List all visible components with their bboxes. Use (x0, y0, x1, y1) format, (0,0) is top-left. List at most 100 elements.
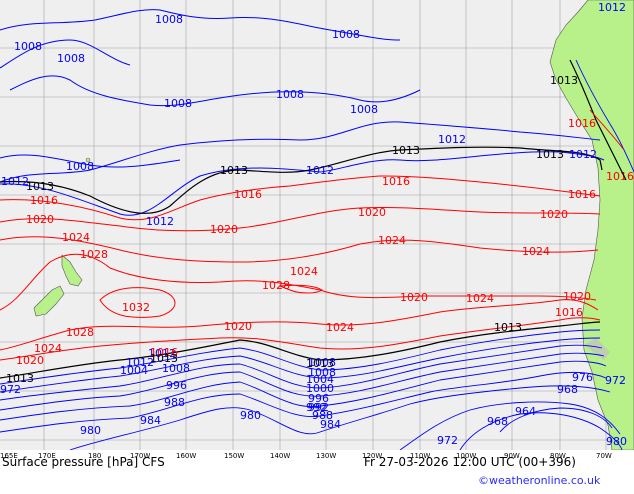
isobar-label: 1020 (16, 354, 44, 367)
x-tick-label: 170W (130, 452, 150, 460)
x-axis-ticks: 165E 170E 180 170W 160W 150W 140W 130W 1… (0, 452, 612, 460)
isobar-label: 1024 (522, 245, 550, 258)
isobar-label: 992 (308, 401, 329, 414)
isobar-label: 996 (166, 379, 187, 392)
blue-labels: 1012 1008 1008 1008 1008 1008 1008 1008 … (0, 1, 627, 448)
south-america-land (549, 0, 634, 451)
isobar-label: 1008 (164, 97, 192, 110)
map-title: Surface pressure [hPa] CFS (2, 455, 165, 469)
isobar-label: 984 (140, 414, 161, 427)
lat-lon-grid (0, 0, 634, 450)
isobar-label: 1004 (120, 364, 148, 377)
isobar-label: 972 (0, 383, 21, 396)
isobar-label: 1016 (568, 117, 596, 130)
isobar-label: 1020 (400, 291, 428, 304)
isobar-label: 1008 (66, 160, 94, 173)
isobar-label: 1012 (569, 148, 597, 161)
isobar-label: 1020 (540, 208, 568, 221)
isobar-label: 1013 (6, 372, 34, 385)
isobar-label: 1020 (563, 290, 591, 303)
x-tick-label: 70W (596, 452, 612, 460)
isobar-label: 1024 (466, 292, 494, 305)
isobar-label: 1013 (220, 164, 248, 177)
ocean-area (0, 0, 634, 450)
isobar-label: 1012 (146, 215, 174, 228)
isobar-label: 988 (164, 396, 185, 409)
isobar-label: 1024 (378, 234, 406, 247)
isobar-label: 1013 (26, 180, 54, 193)
isobar-label: 1000 (306, 382, 334, 395)
isobar-label: 1016 (555, 306, 583, 319)
isobar-label: 1013 (494, 321, 522, 334)
high-isobar-coast (589, 109, 625, 151)
credit-link[interactable]: ©weatheronline.co.uk (478, 474, 601, 487)
x-tick-label: 110W (410, 452, 430, 460)
isobar-label: 1008 (332, 28, 360, 41)
isobar-label: 1008 (308, 366, 336, 379)
isobar-label: 1008 (14, 40, 42, 53)
fjord-shading (584, 338, 610, 360)
x-tick-label: 140W (270, 452, 290, 460)
x-tick-label: 100W (456, 452, 476, 460)
isobar-label: 972 (437, 434, 458, 447)
isobar-label: 1013 (536, 148, 564, 161)
isobar-label: 1024 (34, 342, 62, 355)
isobar-label: 980 (606, 435, 627, 448)
isobar-label: 988 (312, 409, 333, 422)
isobar-label: 980 (80, 424, 101, 437)
isobar-label: 1012 (598, 1, 626, 14)
std-isobar-north (0, 146, 603, 214)
low-isobar-coast (575, 59, 634, 173)
isobar-label: 976 (572, 371, 593, 384)
new-zealand-north-island (61, 254, 83, 287)
isobar-label: 996 (308, 392, 329, 405)
x-tick-label: 180 (88, 452, 101, 460)
high-isobars (0, 175, 601, 361)
isobar-label: 1013 (392, 144, 420, 157)
isobar-label: 1012 (1, 175, 29, 188)
isobar-label: 1008 (308, 356, 336, 369)
isobar-label: 972 (605, 374, 626, 387)
x-tick-label: 160W (176, 452, 196, 460)
island (85, 157, 91, 163)
isobar-label: 1020 (26, 213, 54, 226)
isobar-label: 1024 (290, 265, 318, 278)
x-tick-label: 120W (362, 452, 382, 460)
isobar-label: 1028 (80, 248, 108, 261)
isobar-label: 1012 (438, 133, 466, 146)
isobar-label: 1008 (162, 362, 190, 375)
isobar-label: 964 (515, 405, 536, 418)
isobar-label: 1024 (62, 231, 90, 244)
x-tick-label: 80W (550, 452, 566, 460)
isobar-label: 1020 (224, 320, 252, 333)
isobar-label: 980 (240, 409, 261, 422)
isobar-label: 1012 (306, 164, 334, 177)
x-tick-label: 130W (316, 452, 336, 460)
isobar-label: 1004 (306, 373, 334, 386)
isobar-label: 1020 (358, 206, 386, 219)
isobar-label: 1028 (66, 326, 94, 339)
isobar-label: 1016 (30, 194, 58, 207)
low-isobars-south (0, 329, 623, 451)
red-labels: 1016 1016 1016 1016 1016 1020 1020 1020 … (16, 117, 634, 367)
isobar-label: 1032 (122, 301, 150, 314)
isobar-label: 992 (306, 401, 327, 414)
isobar-label: 1016 (606, 170, 634, 183)
isobar-label: 1013 (150, 352, 178, 365)
isobar-label: 1008 (57, 52, 85, 65)
isobar-label: 968 (487, 415, 508, 428)
isobar-label: 1012 (126, 356, 154, 369)
std-isobar-coast (569, 59, 627, 181)
isobar-label: 1013 (550, 74, 578, 87)
isobar-label: 1016 (150, 346, 178, 359)
isobar-label: 1016 (382, 175, 410, 188)
x-tick-label: 90W (504, 452, 520, 460)
isobar-label: 1016 (568, 188, 596, 201)
x-tick-label: 150W (224, 452, 244, 460)
isobar-label: 1008 (350, 103, 378, 116)
x-tick-label: 170E (38, 452, 56, 460)
isobar-label: 984 (320, 418, 341, 431)
footer-area (0, 450, 634, 490)
new-zealand-south-island (33, 285, 65, 317)
